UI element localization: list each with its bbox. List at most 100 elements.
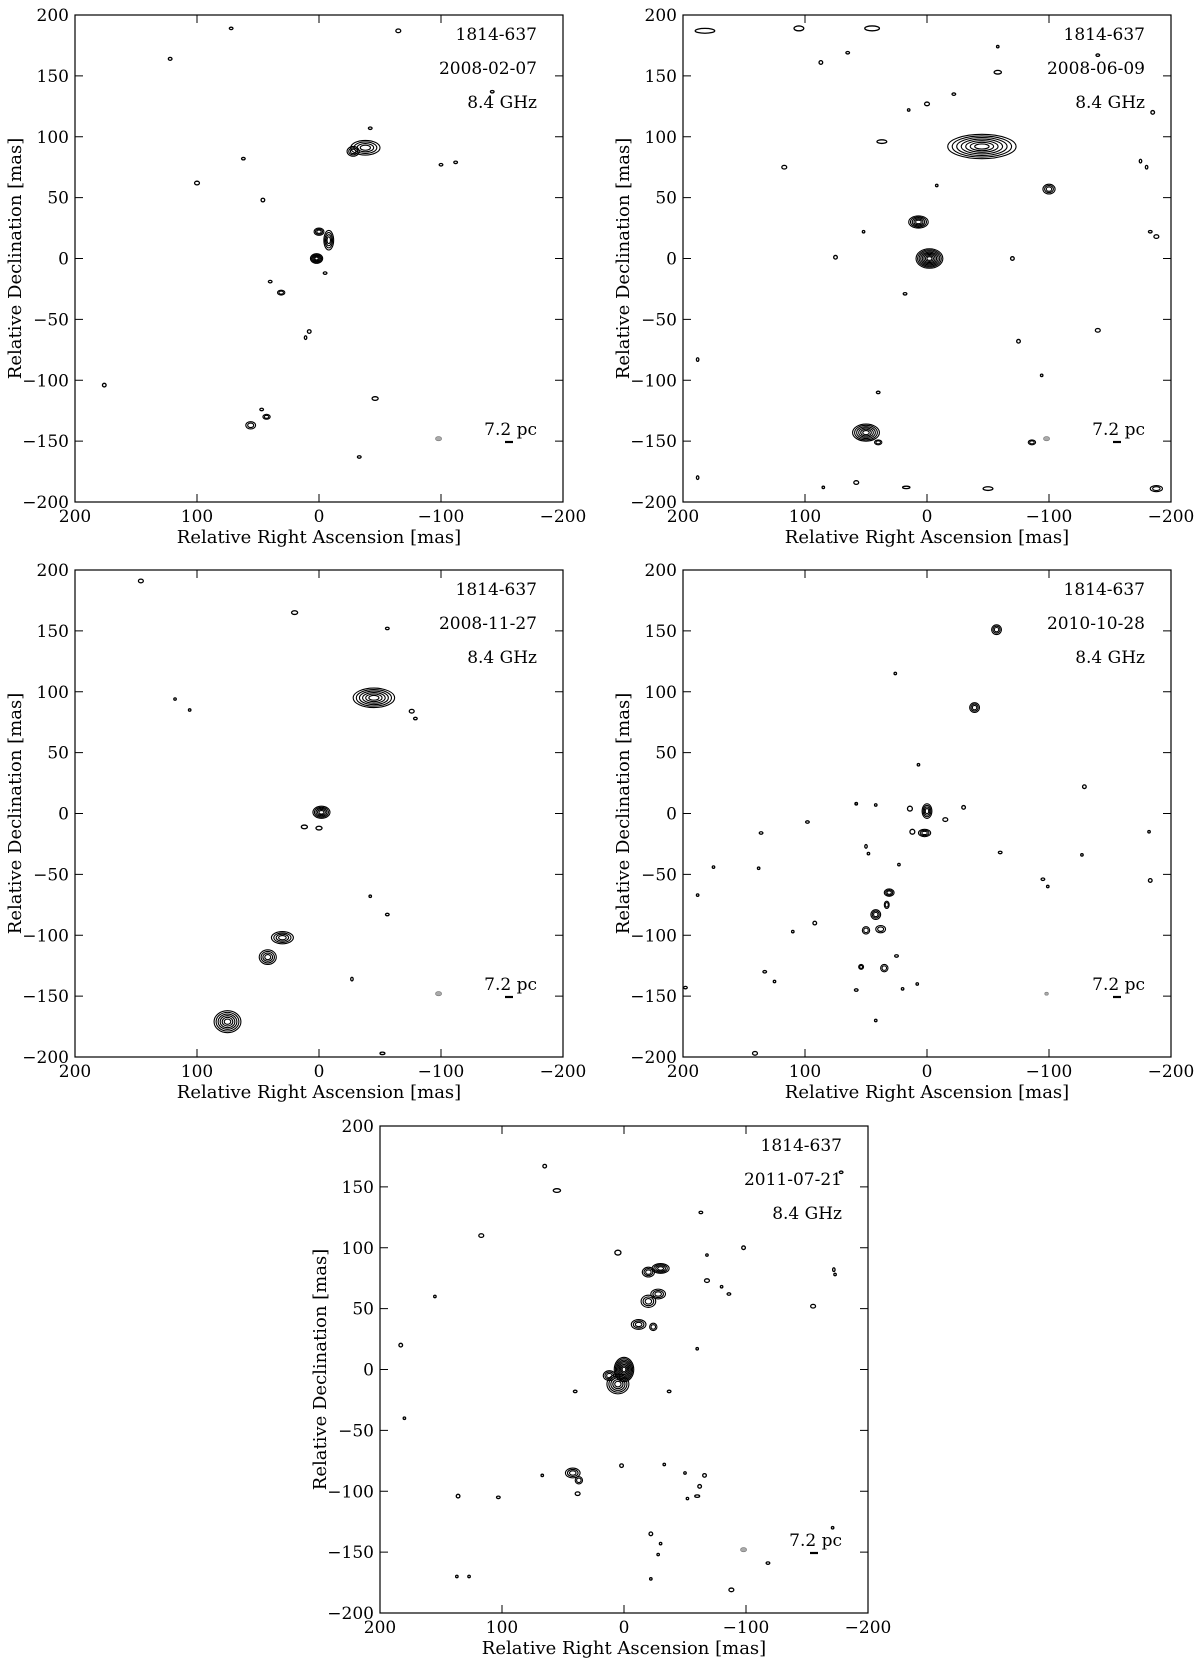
contour-level — [1153, 234, 1160, 240]
contour-component — [315, 825, 323, 831]
contour-level — [859, 964, 864, 969]
contour-component — [384, 626, 390, 631]
contour-component — [323, 229, 335, 251]
contour-level — [240, 156, 246, 161]
contour-component — [641, 1266, 656, 1278]
contour-level — [322, 271, 328, 275]
contour-level — [367, 126, 373, 131]
contour-level — [356, 455, 362, 459]
x-tick-label: 200 — [667, 507, 699, 527]
contour-level — [262, 413, 271, 420]
contour-component — [906, 805, 914, 812]
contour-level — [901, 485, 911, 490]
contour-level — [741, 1245, 747, 1251]
contour-component — [602, 1370, 617, 1382]
contour-component — [395, 28, 402, 34]
contour-level — [852, 423, 880, 442]
contour-level — [893, 671, 898, 676]
x-tick-label: −200 — [540, 507, 587, 527]
contour-component — [614, 1249, 622, 1256]
contour-level — [833, 254, 838, 260]
contour-level — [965, 140, 999, 153]
contour-level — [923, 806, 931, 816]
contour-level — [137, 578, 144, 584]
contour-level — [454, 1574, 459, 1579]
contour-component — [650, 1288, 667, 1300]
contour-level — [1044, 185, 1054, 194]
contour-level — [313, 227, 325, 236]
contour-level — [1042, 183, 1056, 195]
contour-level — [645, 1269, 652, 1275]
contour-level — [854, 801, 859, 806]
x-tick-label: 0 — [314, 507, 325, 527]
contour-level — [864, 843, 868, 849]
contour-level — [695, 475, 700, 481]
contour-component — [540, 1473, 545, 1478]
y-tick-label: −100 — [22, 926, 69, 946]
contour-level — [566, 1468, 579, 1478]
contour-level — [1027, 439, 1037, 446]
contour-level — [654, 1291, 662, 1297]
contour-component — [830, 1525, 835, 1530]
beam-ellipse — [1043, 436, 1050, 442]
y-tick-label: 50 — [655, 189, 677, 209]
y-tick-label: 100 — [37, 683, 69, 703]
contour-level — [900, 986, 905, 991]
contour-component — [666, 1389, 672, 1394]
contour-level — [876, 139, 888, 145]
source-label: 1814-637 — [761, 1136, 842, 1156]
contour-component — [495, 1495, 501, 1500]
contour-component — [915, 982, 920, 986]
contour-component — [1153, 234, 1160, 240]
contour-component — [1016, 338, 1021, 344]
panel-5: 200 100 0 −100 −200200150100500−50−100−150−2… — [310, 1117, 891, 1659]
contour-level — [993, 69, 1003, 75]
contour-level — [924, 807, 930, 815]
y-tick-label: 100 — [342, 1239, 374, 1259]
contour-component — [1027, 439, 1037, 446]
contours — [101, 26, 495, 459]
contour-level — [365, 693, 383, 703]
panel-1: 200 100 0 −100 −200200150100500−50−100−150−2… — [5, 6, 586, 548]
contour-level — [310, 253, 323, 264]
contour-component — [993, 69, 1003, 75]
contour-level — [602, 1370, 617, 1382]
contour-level — [971, 704, 978, 711]
contour-level — [886, 890, 892, 895]
contour-level — [951, 135, 1013, 158]
contour-level — [695, 893, 700, 897]
x-tick-label: 100 — [789, 1062, 821, 1082]
contour-level — [604, 1371, 615, 1380]
y-axis-label: Relative Declination [mas] — [613, 138, 634, 379]
y-tick-label: 200 — [645, 561, 677, 581]
contour-component — [858, 963, 865, 970]
contour-component — [873, 439, 883, 446]
contour-level — [951, 92, 957, 97]
contour-level — [804, 820, 810, 824]
contour-level — [1009, 256, 1015, 261]
x-tick-label: 200 — [59, 507, 91, 527]
contour-component — [630, 1319, 647, 1330]
y-tick-label: −200 — [630, 1048, 677, 1068]
contour-component — [173, 697, 177, 701]
frequency-label: 8.4 GHz — [772, 1204, 842, 1224]
contour-component — [1094, 327, 1101, 333]
contour-component — [1039, 373, 1044, 378]
scale-label: 7.2 pc — [1092, 975, 1145, 995]
contour-level — [866, 851, 871, 856]
contour-component — [276, 289, 286, 296]
contour-level — [313, 806, 329, 818]
y-tick-label: −100 — [630, 926, 677, 946]
contour-component — [1080, 853, 1084, 857]
y-axis-label: Relative Declination [mas] — [613, 693, 634, 934]
contour-component — [870, 909, 882, 920]
contour-component — [685, 1496, 690, 1501]
contour-level — [489, 89, 495, 94]
x-tick-label: 200 — [59, 1062, 91, 1082]
contour-level — [1147, 877, 1153, 883]
contour-level — [881, 965, 888, 971]
contour-component — [662, 1462, 667, 1467]
contour-component — [368, 894, 373, 899]
y-tick-label: 0 — [58, 250, 69, 270]
contour-level — [552, 1188, 562, 1194]
